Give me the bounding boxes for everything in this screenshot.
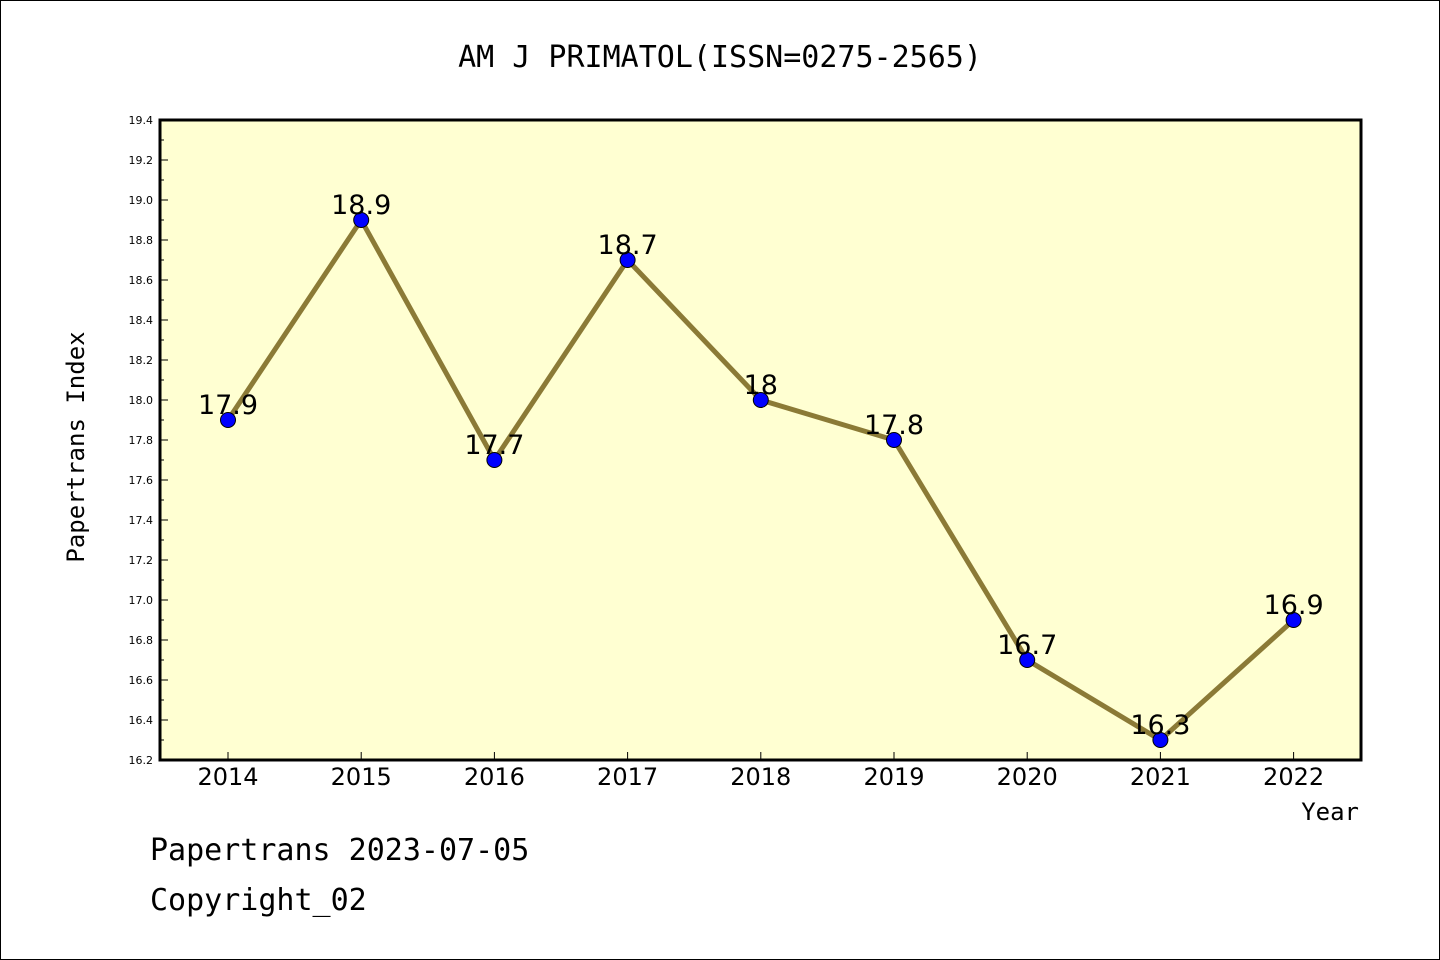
x-tick-label: 2021 — [1130, 763, 1191, 791]
data-label: 17.9 — [198, 390, 258, 421]
y-axis-label: Papertrans Index — [62, 331, 90, 562]
chart-title: AM J PRIMATOL(ISSN=0275-2565) — [458, 40, 982, 75]
data-point — [220, 412, 236, 428]
x-tick-label: 2017 — [597, 763, 658, 791]
y-tick-label: 18.2 — [129, 354, 154, 367]
footer-copyright: Copyright_02 — [150, 883, 367, 918]
x-tick-label: 2014 — [197, 763, 258, 791]
data-point — [886, 432, 902, 448]
data-labels: 17.9 18.9 17.7 18.7 18 17.8 16.7 16.3 16.9 — [198, 190, 1324, 741]
data-label: 16.9 — [1264, 590, 1324, 621]
data-label: 16.3 — [1130, 710, 1190, 741]
y-tick-label: 17.2 — [129, 554, 154, 567]
y-tick-label: 17.0 — [129, 594, 154, 607]
x-tick-label: 2022 — [1263, 763, 1324, 791]
y-tick-label: 19.4 — [129, 114, 154, 127]
data-point — [1152, 732, 1169, 748]
y-tick-label: 17.8 — [129, 434, 154, 447]
y-axis: 16.2 16.4 16.6 16.8 17.0 17.2 17.4 17.6 17.8 18.0… — [129, 114, 168, 767]
data-label: 16.7 — [997, 630, 1057, 661]
y-tick-label: 17.4 — [129, 514, 154, 527]
y-tick-label: 19.2 — [129, 154, 154, 167]
y-tick-label: 18.0 — [129, 394, 154, 407]
data-point — [752, 392, 769, 408]
data-point — [1285, 612, 1302, 628]
data-label: 18.9 — [331, 190, 391, 221]
x-tick-label: 2016 — [464, 763, 525, 791]
y-tick-label: 18.4 — [129, 314, 154, 327]
data-label: 17.7 — [464, 430, 524, 461]
series-line — [220, 212, 1302, 748]
data-label: 17.8 — [864, 410, 924, 441]
x-axis-label: Year — [1301, 798, 1359, 826]
y-tick-label: 16.4 — [129, 714, 154, 727]
data-label: 18 — [744, 370, 778, 401]
x-tick-label: 2015 — [331, 763, 392, 791]
y-tick-label: 18.8 — [129, 234, 154, 247]
footer-date: Papertrans 2023-07-05 — [150, 833, 530, 868]
data-point — [353, 212, 370, 228]
y-tick-label: 16.6 — [129, 674, 154, 687]
y-tick-label: 18.6 — [129, 274, 154, 287]
x-tick-label: 2019 — [863, 763, 924, 791]
data-label: 18.7 — [598, 230, 658, 261]
y-tick-label: 19.0 — [129, 194, 154, 207]
data-point — [1019, 652, 1036, 668]
y-tick-label: 16.2 — [129, 754, 154, 767]
y-tick-label: 17.6 — [129, 474, 154, 487]
x-axis: 2014 2015 2016 2017 2018 2019 2020 2021 2022 — [197, 752, 1324, 791]
data-point — [486, 452, 503, 468]
x-tick-label: 2020 — [997, 763, 1058, 791]
data-point — [619, 252, 636, 268]
y-tick-label: 16.8 — [129, 634, 154, 647]
x-tick-label: 2018 — [730, 763, 791, 791]
